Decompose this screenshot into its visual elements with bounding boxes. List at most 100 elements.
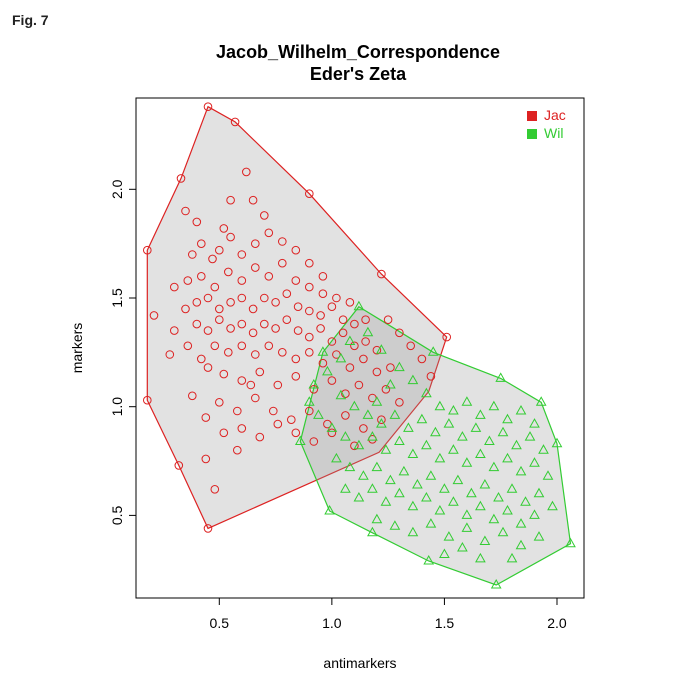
point-wil-16 (448, 404, 459, 415)
point-jac-63 (361, 315, 370, 325)
point-wil-3 (535, 396, 547, 406)
point-wil-102 (308, 378, 320, 389)
point-jac-85 (264, 341, 274, 351)
point-wil-67 (479, 478, 491, 489)
point-wil-72 (547, 500, 558, 511)
x-axis-label: antimarkers (323, 655, 396, 671)
point-wil-106 (362, 326, 374, 337)
point-jac-72 (282, 315, 292, 325)
point-jac-38 (237, 276, 247, 285)
point-jac-50 (215, 304, 224, 314)
point-jac-48 (192, 298, 202, 307)
point-jac-84 (251, 350, 260, 359)
point-jac-132 (233, 445, 242, 455)
point-wil-42 (367, 431, 378, 441)
point-jac-115 (341, 411, 350, 420)
point-jac-68 (237, 319, 247, 329)
point-wil-36 (511, 439, 522, 450)
point-jac-117 (377, 415, 386, 425)
x-tick-label: 1.5 (435, 615, 455, 631)
y-axis: 0.5 1.0 1.5 2.0 (109, 179, 136, 525)
point-jac-129 (188, 391, 197, 401)
point-jac-33 (170, 282, 179, 292)
point-wil-0 (353, 300, 365, 311)
point-wil-68 (493, 491, 504, 502)
point-jac-109 (233, 406, 242, 416)
point-wil-31 (443, 418, 455, 428)
point-wil-111 (303, 396, 315, 406)
point-wil-52 (502, 452, 513, 463)
point-jac-126 (170, 326, 179, 335)
point-wil-56 (331, 452, 342, 463)
point-wil-33 (470, 422, 482, 432)
point-wil-70 (520, 496, 531, 506)
y-axis-label: markers (69, 323, 85, 374)
point-jac-45 (332, 293, 341, 303)
point-jac-76 (327, 337, 337, 346)
point-wil-103 (322, 365, 333, 376)
point-jac-137 (417, 354, 427, 364)
point-jac-66 (215, 315, 224, 325)
legend-label-wil: Wil (544, 125, 563, 141)
point-jac-6 (174, 461, 184, 470)
point-jac-130 (201, 413, 211, 422)
point-jac-89 (318, 358, 328, 368)
point-jac-65 (203, 326, 213, 335)
point-wil-104 (335, 352, 347, 363)
point-wil-98 (439, 548, 450, 558)
point-wil-39 (326, 422, 338, 432)
point-wil-87 (529, 509, 540, 519)
point-jac-35 (197, 272, 206, 281)
point-wil-74 (353, 491, 365, 502)
point-jac-20 (181, 206, 190, 216)
point-jac-0 (203, 102, 213, 111)
point-wil-76 (380, 496, 392, 506)
point-wil-53 (515, 465, 527, 476)
point-jac-22 (197, 239, 206, 248)
point-wil-96 (515, 539, 527, 550)
point-jac-58 (305, 306, 314, 316)
point-wil-30 (430, 426, 441, 437)
point-wil-47 (434, 452, 446, 463)
point-jac-91 (345, 363, 355, 372)
point-wil-59 (371, 461, 383, 472)
point-jac-11 (165, 350, 175, 359)
point-jac-40 (264, 272, 274, 281)
point-wil-93 (461, 522, 473, 532)
point-jac-119 (255, 432, 265, 442)
point-wil-61 (398, 465, 410, 476)
point-wil-8 (294, 435, 306, 445)
point-jac-120 (273, 419, 283, 429)
point-jac-69 (248, 328, 258, 338)
legend-swatch-wil (527, 129, 537, 139)
point-jac-111 (269, 406, 278, 416)
point-wil-94 (479, 535, 491, 545)
hull-jac (146, 105, 448, 530)
point-jac-61 (338, 315, 348, 325)
point-wil-89 (389, 520, 401, 530)
point-wil-58 (358, 470, 369, 480)
point-wil-48 (448, 444, 459, 454)
point-jac-113 (305, 406, 314, 416)
point-jac-97 (237, 376, 247, 385)
point-jac-94 (386, 363, 395, 372)
point-jac-24 (215, 245, 224, 255)
point-jac-27 (251, 239, 260, 248)
point-wil-22 (529, 418, 540, 428)
point-jac-133 (246, 380, 256, 390)
point-jac-57 (293, 302, 303, 312)
point-wil-83 (475, 500, 486, 511)
point-jac-131 (219, 428, 229, 438)
point-jac-47 (181, 304, 190, 314)
point-jac-98 (255, 367, 265, 377)
point-jac-121 (291, 428, 301, 438)
point-jac-1 (230, 117, 240, 127)
point-wil-50 (475, 448, 486, 458)
point-jac-29 (278, 237, 287, 246)
point-jac-96 (219, 369, 229, 379)
point-wil-46 (421, 439, 432, 450)
point-wil-11 (367, 526, 378, 537)
point-jac-10 (149, 311, 159, 320)
point-wil-20 (502, 413, 513, 424)
legend-label-jac: Jac (544, 107, 566, 123)
